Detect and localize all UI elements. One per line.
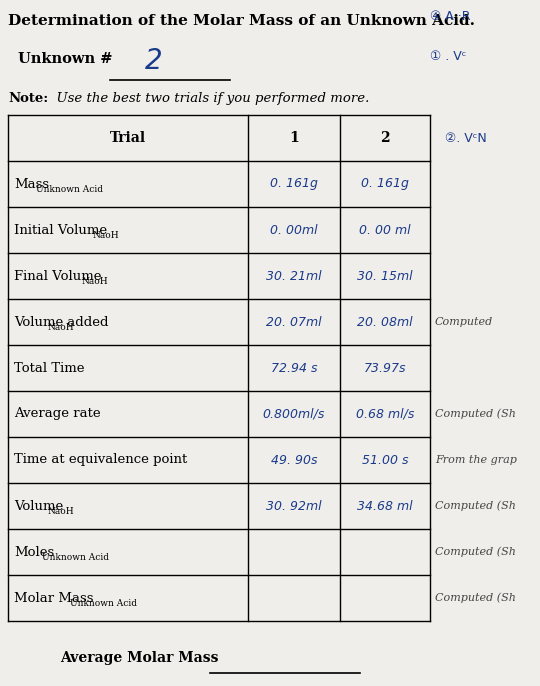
Text: ④ A ·R: ④ A ·R: [430, 10, 470, 23]
Text: Average rate: Average rate: [14, 407, 100, 421]
Text: 2: 2: [380, 131, 390, 145]
Text: NaoH: NaoH: [81, 276, 108, 285]
Text: Moles: Moles: [14, 545, 54, 558]
Text: Volume: Volume: [14, 499, 63, 512]
Text: Note:: Note:: [8, 92, 48, 105]
Text: 51.00 s: 51.00 s: [362, 453, 408, 466]
Text: Mass: Mass: [14, 178, 49, 191]
Text: 0. 161g: 0. 161g: [270, 178, 318, 191]
Text: Total Time: Total Time: [14, 362, 84, 375]
Text: added: added: [63, 316, 109, 329]
Text: NaoH: NaoH: [92, 230, 119, 239]
Text: NaoH: NaoH: [48, 322, 74, 331]
Text: Computed (Sh: Computed (Sh: [435, 501, 516, 511]
Text: 0.800ml/s: 0.800ml/s: [263, 407, 325, 421]
Text: 34.68 ml: 34.68 ml: [357, 499, 413, 512]
Text: Computed (Sh: Computed (Sh: [435, 547, 516, 557]
Text: ②. VᶜN: ②. VᶜN: [445, 132, 487, 145]
Text: 73.97s: 73.97s: [364, 362, 406, 375]
Text: 30. 92ml: 30. 92ml: [266, 499, 322, 512]
Text: 20. 08ml: 20. 08ml: [357, 316, 413, 329]
Text: 0. 161g: 0. 161g: [361, 178, 409, 191]
Text: Unknown Acid: Unknown Acid: [42, 552, 109, 562]
Text: 1: 1: [289, 131, 299, 145]
Text: 0.68 ml/s: 0.68 ml/s: [356, 407, 414, 421]
Text: 49. 90s: 49. 90s: [271, 453, 318, 466]
Text: Computed (Sh: Computed (Sh: [435, 409, 516, 419]
Text: From the grap: From the grap: [435, 455, 517, 465]
Text: 30. 15ml: 30. 15ml: [357, 270, 413, 283]
Text: 0. 00ml: 0. 00ml: [270, 224, 318, 237]
Text: Determination of the Molar Mass of an Unknown Acid.: Determination of the Molar Mass of an Un…: [8, 14, 475, 28]
Text: Computed: Computed: [435, 317, 493, 327]
Text: Final Volume: Final Volume: [14, 270, 102, 283]
Text: Use the best two trials if you performed more.: Use the best two trials if you performed…: [48, 92, 369, 105]
Text: 72.94 s: 72.94 s: [271, 362, 318, 375]
Text: Initial Volume: Initial Volume: [14, 224, 107, 237]
Text: Time at equivalence point: Time at equivalence point: [14, 453, 187, 466]
Text: 30. 21ml: 30. 21ml: [266, 270, 322, 283]
Text: Trial: Trial: [110, 131, 146, 145]
Text: 2: 2: [145, 47, 163, 75]
Text: Unknown Acid: Unknown Acid: [36, 185, 103, 193]
Text: Average Molar Mass: Average Molar Mass: [60, 651, 219, 665]
Text: Unknown Acid: Unknown Acid: [70, 598, 137, 608]
Text: ① . Vᶜ: ① . Vᶜ: [430, 50, 467, 63]
Text: Computed (Sh: Computed (Sh: [435, 593, 516, 603]
Text: 0. 00 ml: 0. 00 ml: [359, 224, 411, 237]
Text: 20. 07ml: 20. 07ml: [266, 316, 322, 329]
Text: NaoH: NaoH: [48, 506, 74, 515]
Text: Molar Mass: Molar Mass: [14, 591, 93, 604]
Text: Volume: Volume: [14, 316, 63, 329]
Text: Unknown #: Unknown #: [18, 52, 112, 66]
